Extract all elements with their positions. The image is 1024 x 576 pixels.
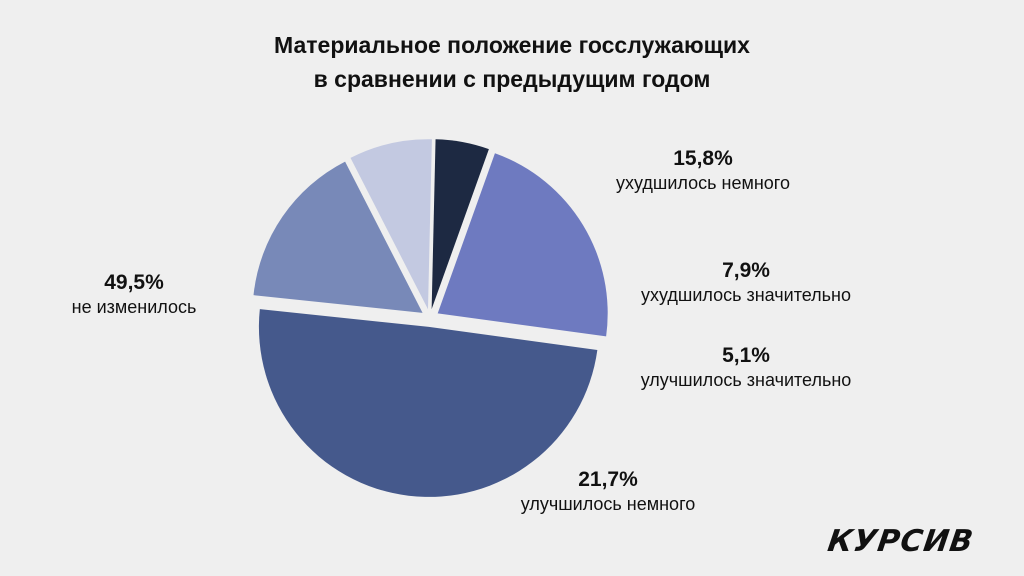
slice-better-slightly bbox=[437, 153, 608, 337]
slice-worse-significantly bbox=[350, 139, 432, 310]
slice-better-significantly bbox=[431, 139, 489, 310]
chart-title-line-2: в сравнении с предыдущим годом bbox=[313, 66, 711, 92]
slice-name: ухудшилось немного bbox=[616, 173, 790, 193]
slice-percent: 21,7% bbox=[578, 468, 638, 491]
slice-name: не изменилось bbox=[71, 297, 197, 317]
slice-label-unchanged: 49,5% не изменилось bbox=[52, 270, 216, 320]
slice-percent: 49,5% bbox=[104, 271, 164, 294]
slice-label-better-significantly: 5,1% улучшилось значительно bbox=[618, 343, 874, 393]
chart-title: Материальное положение госслужающих в ср… bbox=[0, 28, 1024, 96]
slice-percent: 7,9% bbox=[722, 259, 770, 282]
slice-unchanged bbox=[258, 309, 598, 497]
slice-name: улучшилось немного bbox=[520, 494, 696, 514]
slice-name: ухудшилось значительно bbox=[640, 285, 852, 305]
slice-percent: 15,8% bbox=[673, 147, 733, 170]
slice-label-better-slightly: 21,7% улучшилось немного bbox=[496, 467, 720, 517]
slice-worse-slightly bbox=[253, 161, 423, 313]
slice-percent: 5,1% bbox=[722, 344, 770, 367]
slice-name: улучшилось значительно bbox=[640, 370, 852, 390]
slice-label-worse-slightly: 15,8% ухудшилось немного bbox=[588, 146, 818, 196]
kursiv-logo: КУРСИВ bbox=[825, 524, 977, 559]
slice-label-worse-significantly: 7,9% ухудшилось значительно bbox=[618, 258, 874, 308]
chart-title-line-1: Материальное положение госслужающих bbox=[274, 32, 750, 58]
